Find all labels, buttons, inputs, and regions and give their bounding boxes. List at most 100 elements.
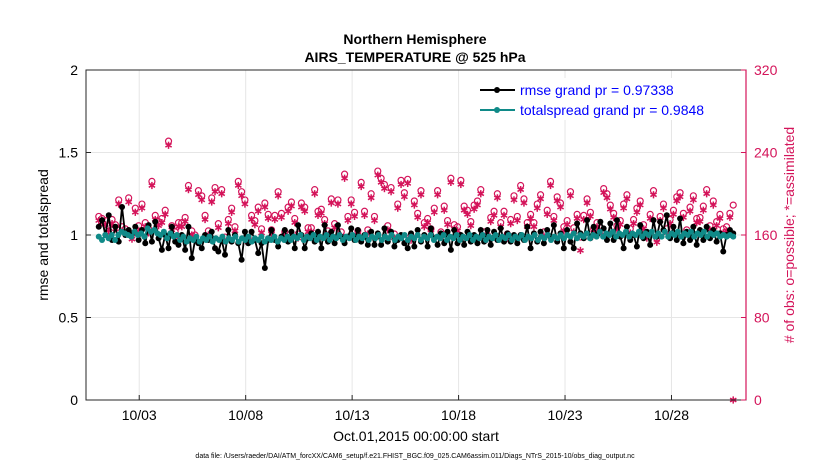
assimilated-obs-marker	[311, 190, 319, 198]
totalspread-point	[245, 233, 252, 240]
assimilated-obs-stroke	[347, 201, 355, 207]
totalspread-point	[609, 228, 616, 235]
assimilated-obs-marker	[517, 186, 525, 194]
assimilated-obs-stroke	[447, 179, 455, 185]
left-tick-label: 1.5	[59, 145, 79, 161]
assimilated-obs-marker	[208, 198, 216, 206]
rmse-point	[650, 217, 657, 224]
assimilated-obs-marker	[248, 215, 256, 224]
assimilated-obs-marker	[686, 207, 694, 215]
assimilated-obs-stroke	[211, 189, 219, 195]
x-axis-ticks: 10/03 10/08 10/13 10/18 10/23 10/28	[122, 395, 689, 423]
assimilated-obs-marker	[377, 178, 385, 187]
assimilated-obs-stroke	[138, 205, 146, 211]
assimilated-obs-stroke	[603, 195, 611, 201]
assimilated-obs-stroke	[161, 211, 169, 217]
assimilated-obs-marker	[387, 188, 395, 196]
assimilated-obs-marker	[543, 210, 551, 218]
assimilated-obs-stroke	[467, 223, 475, 229]
totalspread-point	[401, 232, 408, 238]
assimilated-obs-marker	[148, 181, 156, 190]
assimilated-obs-marker	[447, 178, 455, 187]
totalspread-point	[730, 233, 737, 240]
rmse-point	[484, 227, 491, 234]
rmse-point	[690, 223, 697, 230]
assimilated-obs-marker	[261, 203, 269, 211]
rmse-point	[647, 241, 654, 248]
assimilated-obs-marker	[317, 209, 325, 217]
rmse-point	[135, 236, 142, 243]
rmse-point	[411, 243, 418, 250]
assimilated-obs-marker	[630, 220, 638, 228]
assimilated-obs-stroke	[181, 219, 189, 225]
rmse-point	[132, 223, 139, 230]
totalspread-point	[505, 232, 512, 238]
legend-rmse-marker	[494, 87, 500, 93]
assimilated-obs-marker	[334, 200, 342, 208]
assimilated-obs-stroke	[573, 216, 581, 221]
rmse-point	[248, 228, 255, 235]
x-tick-label: 10/03	[122, 407, 157, 423]
totalspread-point	[206, 233, 213, 240]
assimilated-obs-stroke	[194, 192, 202, 198]
assimilated-obs-marker	[553, 197, 561, 205]
rmse-point	[215, 248, 222, 255]
assimilated-obs-stroke	[394, 205, 402, 211]
rmse-point	[497, 225, 504, 232]
assimilated-obs-stroke	[513, 218, 521, 224]
assimilated-obs-stroke	[311, 191, 319, 197]
rmse-point	[567, 238, 574, 245]
rmse-point	[99, 217, 106, 224]
assimilated-obs-marker	[603, 194, 611, 202]
rmse-point	[620, 245, 627, 252]
assimilated-obs-marker	[477, 190, 485, 198]
assimilated-obs-stroke	[646, 216, 654, 221]
rmse-point	[560, 245, 567, 252]
rmse-point	[713, 238, 720, 245]
assimilated-obs-marker	[264, 214, 272, 223]
assimilated-obs-marker	[287, 202, 295, 210]
assimilated-obs-stroke	[417, 192, 425, 198]
assimilated-obs-stroke	[716, 216, 724, 221]
legend: rmse grand pr = 0.97338 totalspread gran…	[476, 78, 738, 120]
assimilated-obs-marker	[434, 191, 442, 199]
assimilated-obs-marker	[537, 195, 545, 203]
assimilated-obs-stroke	[231, 228, 239, 234]
assimilated-obs-stroke	[493, 195, 501, 201]
assimilated-obs-marker	[351, 212, 359, 221]
rmse-point	[185, 223, 192, 230]
rmse-point	[225, 227, 232, 234]
totalspread-point	[492, 232, 499, 238]
rmse-point	[168, 223, 175, 230]
legend-box	[476, 78, 738, 120]
assimilated-obs-marker	[404, 179, 412, 188]
assimilated-obs-marker	[726, 213, 734, 222]
rmse-point	[444, 228, 451, 235]
assimilated-obs-stroke	[248, 217, 256, 222]
assimilated-obs-marker	[344, 216, 352, 225]
rmse-point	[328, 228, 335, 235]
assimilated-obs-stroke	[507, 221, 515, 227]
assimilated-obs-marker	[357, 182, 365, 191]
rmse-point	[474, 240, 481, 247]
rmse-point	[281, 227, 288, 234]
assimilated-obs-stroke	[301, 208, 309, 214]
totalspread-point	[128, 233, 135, 240]
assimilated-obs-stroke	[533, 205, 541, 211]
assimilated-obs-stroke	[490, 212, 498, 218]
totalspread-point	[310, 232, 317, 238]
totalspread-point	[160, 228, 167, 235]
assimilated-obs-stroke	[370, 218, 378, 224]
assimilated-obs-stroke	[420, 224, 428, 230]
assimilated-obs-marker	[457, 180, 465, 189]
rmse-point	[275, 243, 282, 250]
assimilated-obs-stroke	[606, 206, 614, 212]
assimilated-obs-stroke	[148, 183, 156, 188]
assimilated-obs-marker	[400, 193, 408, 201]
assimilated-obs-stroke	[444, 222, 452, 228]
rmse-point	[334, 222, 341, 229]
assimilated-obs-marker	[463, 210, 471, 218]
totalspread-point	[258, 233, 265, 240]
assimilated-obs-marker	[490, 211, 498, 220]
assimilated-obs-stroke	[600, 190, 608, 196]
